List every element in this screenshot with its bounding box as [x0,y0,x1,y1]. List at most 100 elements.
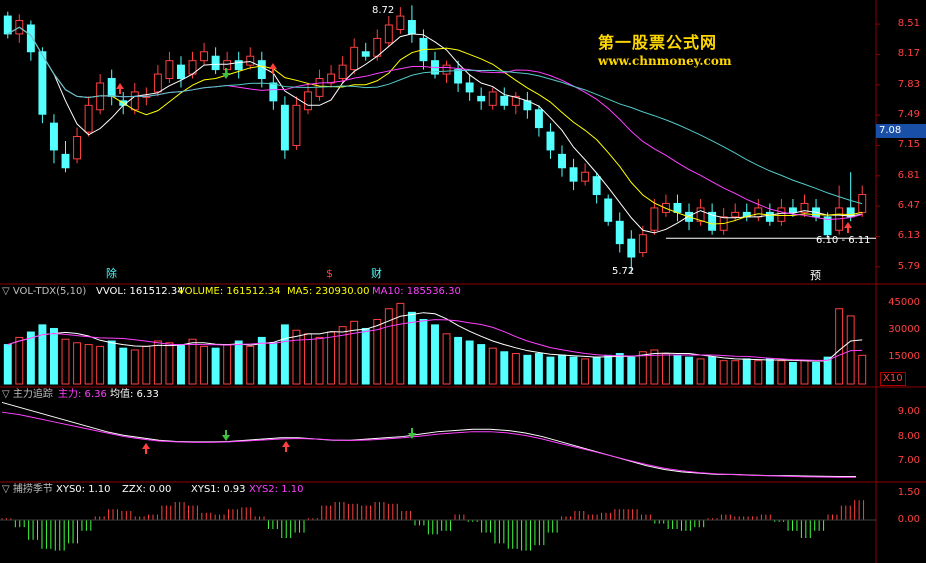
event-marker-ex-dividend[interactable]: 除 [106,267,117,280]
candle [731,203,740,222]
volume-tick-label: 45000 [888,297,920,309]
volume-vvol: VVOL: 161512.34 [96,286,184,297]
candle-body [338,64,347,80]
ma-line-10 [7,26,863,225]
main-force-panel-name[interactable]: ▽ 主力追踪 [2,389,53,400]
price-tick-label: 6.47 [897,200,920,212]
volume-bar [696,358,705,385]
candle [615,212,624,253]
event-marker-dollar[interactable]: $ [326,267,333,280]
candle [465,74,474,101]
buy-arrow-icon [269,63,277,74]
candle [558,145,566,177]
candle [477,87,486,110]
volume-bar [26,331,35,385]
main-force-magenta-line [1,411,856,478]
volume-bar [384,308,393,385]
volume-bar [534,353,543,385]
volume-panel-name[interactable]: ▽ VOL-TDX(5,10) [2,286,87,297]
candle-body [269,82,278,102]
low-price-label: 5.72 [612,266,635,277]
event-marker-finance[interactable]: 财 [371,267,382,280]
candle [454,60,463,92]
candle-body [327,73,336,84]
candle [49,114,58,164]
candle-body [581,171,590,182]
arrow-head [222,435,230,441]
volume-unit-badge: X10 [880,372,906,386]
candle [500,87,509,110]
candle [754,199,763,222]
volume-bar [119,347,128,385]
main-force-white-line [1,401,856,478]
candle-body [765,211,774,222]
season-panel-name[interactable]: ▽ 捕捞季节 [2,484,53,495]
volume-bar [719,360,728,385]
ma-line-5 [7,26,863,234]
volume-bar [3,344,12,385]
candle [442,60,451,83]
candle-body [26,24,35,53]
candle-body [130,91,139,111]
volume-ma5-line [7,312,863,362]
volume-bar [488,347,497,385]
volume-bar [165,342,174,385]
candle-body [384,24,393,44]
volume-bar [361,327,370,385]
candle-body [511,95,520,106]
candle [280,96,289,159]
candle [361,42,370,61]
season-zzx: ZZX: 0.00 [122,484,172,495]
volume-bar [350,320,359,385]
volume-bar [685,356,693,385]
volume-bar [523,354,532,385]
candle-body [49,122,58,151]
volume-bar [373,319,382,385]
price-tick-label: 8.17 [897,48,920,60]
candle-body [107,78,116,97]
volume-bar [84,344,93,385]
volume-ma5: MA5: 230930.00 [287,286,370,297]
candle [3,11,12,39]
candle [673,194,682,222]
arrow-head [408,433,416,439]
buy-arrow-icon [844,222,852,233]
volume-layer [3,302,867,385]
candle [800,194,809,217]
candle [488,87,497,110]
event-marker-forecast[interactable]: 预 [810,269,821,282]
candle-body [234,60,243,71]
candlestick-layer [3,5,867,274]
candle [234,51,243,79]
volume-bar [581,358,590,385]
season-xys0: XYS0: 1.10 [56,484,111,495]
arrow-head [222,73,230,79]
price-axis-layer [876,23,880,268]
candle [304,82,312,115]
volume-bar [511,353,520,385]
volume-bar [73,342,82,385]
main-force-layer [1,401,856,478]
volume-bar [661,353,670,385]
volume-bar [292,329,301,385]
volume-bar [49,327,58,385]
volume-bar [130,349,139,385]
volume-bar [638,351,647,385]
candle-body [477,95,486,102]
candle [384,16,393,48]
volume-bar [200,345,209,385]
candle-body [615,220,624,245]
candle [211,47,220,75]
candle [165,51,174,83]
candle-body [500,95,509,106]
volume-bar [465,340,474,385]
volume-bar [269,342,278,385]
candle [858,185,867,217]
main-force-value: 主力: 6.36 [58,389,107,400]
main-force-tick-label: 9.00 [897,406,920,418]
candle-body [211,55,220,71]
watermark-title: 第一股票公式网 [598,33,718,52]
ma-line-30 [7,26,863,205]
candle-body [257,60,266,80]
